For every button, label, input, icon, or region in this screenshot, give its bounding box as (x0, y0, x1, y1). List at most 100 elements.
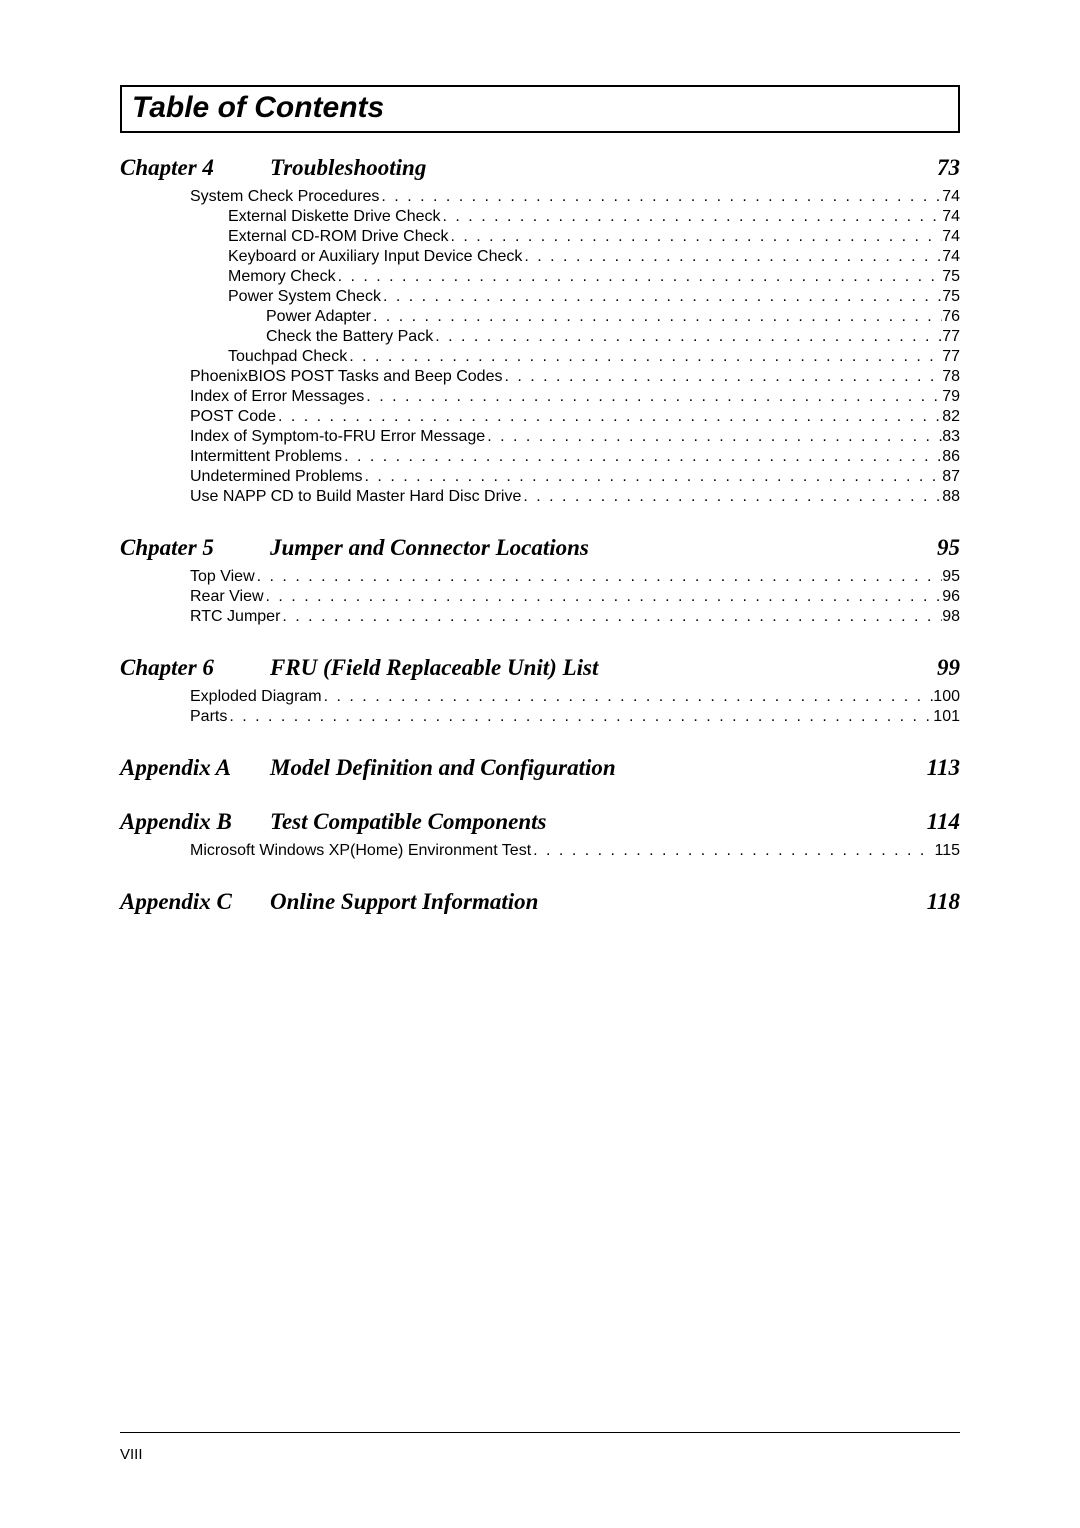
entry-label: PhoenixBIOS POST Tasks and Beep Codes (190, 367, 502, 387)
toc-entry: Microsoft Windows XP(Home) Environment T… (190, 841, 960, 861)
entry-dots: . . . . . . . . . . . . . . . . . . . . … (322, 687, 934, 707)
entry-dots: . . . . . . . . . . . . . . . . . . . . … (280, 607, 942, 627)
entry-page: 75 (942, 287, 960, 307)
entry-dots: . . . . . . . . . . . . . . . . . . . . … (342, 447, 942, 467)
entry-label: Top View (190, 567, 255, 587)
entry-label: RTC Jumper (190, 607, 280, 627)
entry-dots: . . . . . . . . . . . . . . . . . . . . … (264, 587, 943, 607)
entry-label: Power System Check (228, 287, 381, 307)
entry-page: 101 (933, 707, 960, 727)
toc-entry: Check the Battery Pack . . . . . . . . .… (266, 327, 960, 347)
entry-dots: . . . . . . . . . . . . . . . . . . . . … (363, 467, 943, 487)
toc-entry: Rear View . . . . . . . . . . . . . . . … (190, 587, 960, 607)
chapter-name: Troubleshooting (270, 155, 900, 181)
toc-entry: Top View . . . . . . . . . . . . . . . .… (190, 567, 960, 587)
toc-entry: PhoenixBIOS POST Tasks and Beep Codes . … (190, 367, 960, 387)
toc-entry: Undetermined Problems . . . . . . . . . … (190, 467, 960, 487)
entry-label: System Check Procedures (190, 187, 379, 207)
chapter-page: 113 (900, 755, 960, 781)
chapter-page: 95 (900, 535, 960, 561)
entry-label: Keyboard or Auxiliary Input Device Check (228, 247, 522, 267)
entry-page: 74 (942, 227, 960, 247)
entry-label: External CD-ROM Drive Check (228, 227, 448, 247)
chapter-label: Appendix A (120, 755, 270, 781)
entry-dots: . . . . . . . . . . . . . . . . . . . . … (336, 267, 943, 287)
toc-entry: Exploded Diagram . . . . . . . . . . . .… (190, 687, 960, 707)
entries-block: Exploded Diagram . . . . . . . . . . . .… (120, 687, 960, 727)
chapter-label: Chpater 5 (120, 535, 270, 561)
entry-label: Memory Check (228, 267, 336, 287)
entry-page: 76 (942, 307, 960, 327)
chapter-name: Jumper and Connector Locations (270, 535, 900, 561)
toc-entry: Power System Check . . . . . . . . . . .… (228, 287, 960, 307)
entry-label: External Diskette Drive Check (228, 207, 441, 227)
chapter-page: 99 (900, 655, 960, 681)
chapter-row: Chpater 5Jumper and Connector Locations9… (120, 535, 960, 561)
entry-page: 83 (942, 427, 960, 447)
entry-page: 78 (942, 367, 960, 387)
entry-page: 75 (942, 267, 960, 287)
entry-dots: . . . . . . . . . . . . . . . . . . . . … (379, 187, 942, 207)
toc-entry: Keyboard or Auxiliary Input Device Check… (228, 247, 960, 267)
entry-label: Check the Battery Pack (266, 327, 433, 347)
entries-block: System Check Procedures . . . . . . . . … (120, 187, 960, 507)
entry-dots: . . . . . . . . . . . . . . . . . . . . … (448, 227, 942, 247)
chapter-page: 118 (900, 889, 960, 915)
toc-entry: POST Code . . . . . . . . . . . . . . . … (190, 407, 960, 427)
entry-page: 77 (942, 347, 960, 367)
entry-label: Power Adapter (266, 307, 371, 327)
entry-dots: . . . . . . . . . . . . . . . . . . . . … (433, 327, 942, 347)
chapter-page: 73 (900, 155, 960, 181)
entry-page: 100 (933, 687, 960, 707)
entry-page: 74 (942, 247, 960, 267)
chapter-row: Appendix AModel Definition and Configura… (120, 755, 960, 781)
toc-entry: Intermittent Problems . . . . . . . . . … (190, 447, 960, 467)
entry-page: 74 (942, 207, 960, 227)
toc-entry: Touchpad Check . . . . . . . . . . . . .… (228, 347, 960, 367)
entry-page: 115 (934, 841, 960, 861)
entry-page: 87 (942, 467, 960, 487)
entry-page: 86 (942, 447, 960, 467)
entry-page: 79 (942, 387, 960, 407)
entry-dots: . . . . . . . . . . . . . . . . . . . . … (521, 487, 942, 507)
chapter-row: Appendix BTest Compatible Components114 (120, 809, 960, 835)
entry-label: Touchpad Check (228, 347, 347, 367)
entry-dots: . . . . . . . . . . . . . . . . . . . . … (371, 307, 942, 327)
toc-entry: Parts . . . . . . . . . . . . . . . . . … (190, 707, 960, 727)
entry-label: Intermittent Problems (190, 447, 342, 467)
entry-label: Use NAPP CD to Build Master Hard Disc Dr… (190, 487, 521, 507)
chapter-row: Appendix COnline Support Information118 (120, 889, 960, 915)
toc-entry: Use NAPP CD to Build Master Hard Disc Dr… (190, 487, 960, 507)
entry-page: 98 (942, 607, 960, 627)
toc-entry: System Check Procedures . . . . . . . . … (190, 187, 960, 207)
chapter-page: 114 (900, 809, 960, 835)
entries-block: Top View . . . . . . . . . . . . . . . .… (120, 567, 960, 627)
entry-label: Exploded Diagram (190, 687, 322, 707)
toc-body: Chapter 4Troubleshooting73 System Check P… (120, 155, 960, 915)
entry-dots: . . . . . . . . . . . . . . . . . . . . … (381, 287, 942, 307)
entry-page: 77 (942, 327, 960, 347)
chapter-label: Appendix B (120, 809, 270, 835)
entry-label: Index of Error Messages (190, 387, 364, 407)
chapter-name: Model Definition and Configuration (270, 755, 900, 781)
entry-label: POST Code (190, 407, 276, 427)
entry-dots: . . . . . . . . . . . . . . . . . . . . … (276, 407, 942, 427)
toc-entry: Power Adapter . . . . . . . . . . . . . … (266, 307, 960, 327)
chapter-name: Test Compatible Components (270, 809, 900, 835)
entry-page: 88 (942, 487, 960, 507)
chapter-label: Chapter 4 (120, 155, 270, 181)
chapter-row: Chapter 6FRU (Field Replaceable Unit) Li… (120, 655, 960, 681)
entry-dots: . . . . . . . . . . . . . . . . . . . . … (441, 207, 943, 227)
chapter-row: Chapter 4Troubleshooting73 (120, 155, 960, 181)
entry-page: 96 (942, 587, 960, 607)
entry-label: Undetermined Problems (190, 467, 363, 487)
chapter-label: Appendix C (120, 889, 270, 915)
toc-entry: External CD-ROM Drive Check . . . . . . … (228, 227, 960, 247)
entry-label: Rear View (190, 587, 264, 607)
entry-label: Parts (190, 707, 227, 727)
footer-rule (120, 1432, 960, 1433)
chapter-name: Online Support Information (270, 889, 900, 915)
entry-dots: . . . . . . . . . . . . . . . . . . . . … (255, 567, 943, 587)
chapter-label: Chapter 6 (120, 655, 270, 681)
toc-entry: Index of Error Messages . . . . . . . . … (190, 387, 960, 407)
